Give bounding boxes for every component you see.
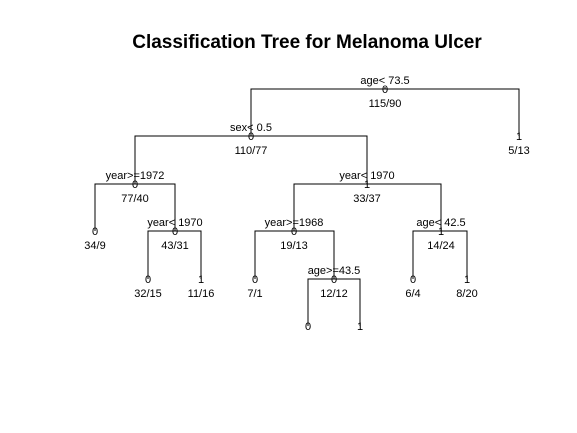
count-label: 115/90 [369,98,402,110]
tree-node: 0 34/9 [84,226,105,252]
split-label: year>=1968 [265,217,324,229]
tree-node: age>=43.50 12/12 [308,265,361,300]
count-label: 32/15 [134,288,162,300]
split-label: age< 73.5 [360,75,409,87]
class-label: 0 [331,274,337,286]
tree-node: 1 [357,321,363,333]
count-label: 12/12 [320,288,348,300]
class-label: 0 [252,274,258,286]
count-label: 6/4 [405,288,420,300]
tree-node: 1 11/16 [188,274,215,300]
class-label: 0 [410,274,416,286]
tree-node: 07/1 [247,274,262,300]
split-label: year>=1972 [106,170,165,182]
tree-edge-n6 [147,229,202,279]
class-label: 0 [248,131,254,143]
tree-node: sex< 0.50 110/77 [230,122,272,157]
count-label: 77/40 [121,193,149,205]
count-label: 19/13 [280,240,308,252]
class-label: 0 [92,226,98,238]
split-label: age>=43.5 [308,265,361,277]
tree-edge-n4 [293,182,442,231]
count-label: 33/37 [353,193,381,205]
class-label: 0 [145,274,151,286]
tree-node: 0 [305,321,311,333]
tree-node: 1 8/20 [456,274,477,300]
count-label: 5/13 [508,145,529,157]
tree-node: age< 73.50 115/90 [360,75,409,110]
count-label: 110/77 [235,145,268,157]
tree-node: 0 32/15 [134,274,162,300]
count-label: 7/1 [247,288,262,300]
tree-edge-root [250,87,520,136]
class-label: 1 [516,131,522,143]
split-label: year< 1970 [147,217,202,229]
tree-edge-n12 [307,277,361,326]
class-label: 0 [172,226,178,238]
class-label: 0 [382,84,388,96]
class-label: 1 [364,179,370,191]
tree-edge-n3 [94,182,176,231]
class-label: 1 [357,321,363,333]
tree-edge-n1 [134,134,368,184]
count-label: 14/24 [427,240,455,252]
count-label: 43/31 [161,240,189,252]
class-label: 0 [305,321,311,333]
class-label: 0 [291,226,297,238]
tree-edge-n10 [412,229,468,279]
tree-node: age< 42.51 14/24 [416,217,465,252]
split-label: sex< 0.5 [230,122,272,134]
class-label: 1 [198,274,204,286]
count-label: 8/20 [456,288,477,300]
split-label: year< 1970 [339,170,394,182]
diagram-title: Classification Tree for Melanoma Ulcer [132,32,482,53]
class-label: 1 [464,274,470,286]
tree-node: 06/4 [405,274,420,300]
tree-edge-n9 [254,229,335,279]
class-label: 0 [132,179,138,191]
class-label: 1 [438,226,444,238]
split-label: age< 42.5 [416,217,465,229]
tree-node: 1 5/13 [508,131,529,157]
tree-edges [94,87,520,326]
count-label: 11/16 [188,288,215,300]
count-label: 34/9 [84,240,105,252]
